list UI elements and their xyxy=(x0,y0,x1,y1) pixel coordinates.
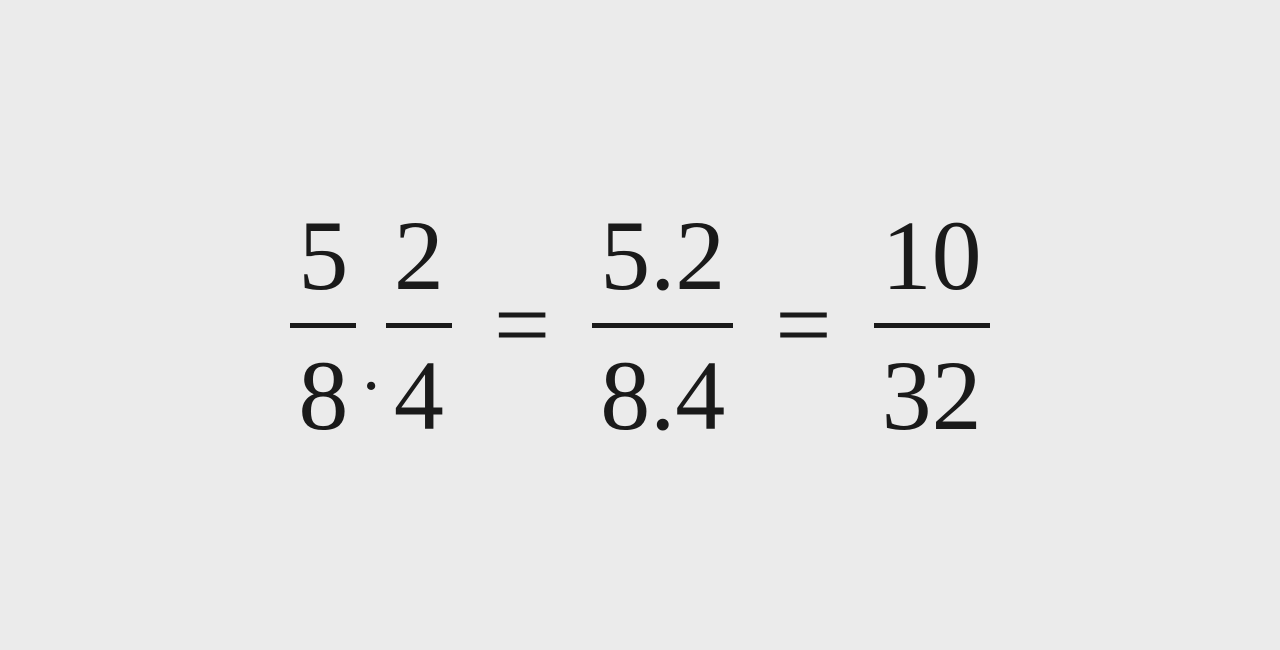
fraction-3: 5.2 8.4 xyxy=(592,198,733,453)
fraction-2-denominator: 4 xyxy=(386,334,452,453)
fraction-2: 2 4 xyxy=(386,198,452,453)
fraction-line xyxy=(386,323,452,328)
fraction-1-denominator: 8 xyxy=(290,334,356,453)
equals-sign-1: = xyxy=(490,275,554,375)
equals-sign-2: = xyxy=(771,275,835,375)
fraction-4-denominator: 32 xyxy=(874,334,990,453)
math-equation: 5 8 . 2 4 = 5.2 8.4 = 10 32 xyxy=(290,198,989,453)
fraction-multiplication: 5 8 . 2 4 xyxy=(290,198,452,453)
fraction-3-numerator: 5.2 xyxy=(592,198,733,317)
fraction-4: 10 32 xyxy=(874,198,990,453)
fraction-3-denominator: 8.4 xyxy=(592,334,733,453)
fraction-1: 5 8 xyxy=(290,198,356,453)
fraction-2-numerator: 2 xyxy=(386,198,452,317)
fraction-line xyxy=(874,323,990,328)
fraction-1-numerator: 5 xyxy=(290,198,356,317)
fraction-line xyxy=(290,323,356,328)
fraction-line xyxy=(592,323,733,328)
fraction-4-numerator: 10 xyxy=(874,198,990,317)
multiplication-dot: . xyxy=(362,327,380,453)
